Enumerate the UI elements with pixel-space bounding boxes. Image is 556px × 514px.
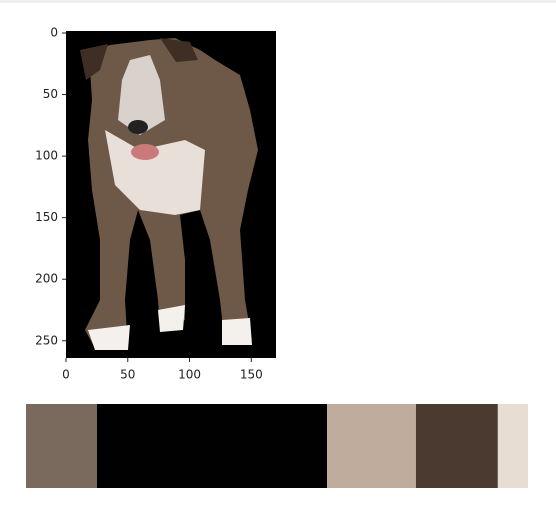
x-tick-label: 100 <box>178 368 201 382</box>
palette-swatch <box>96 404 327 488</box>
x-tick-label: 0 <box>62 368 70 382</box>
y-tick-label: 100 <box>35 149 58 163</box>
x-tick-label: 50 <box>120 368 135 382</box>
y-tick-label: 250 <box>35 333 58 347</box>
y-tick-label: 0 <box>50 26 58 40</box>
palette-swatch <box>497 404 528 488</box>
y-tick-label: 150 <box>35 210 58 224</box>
y-tick-label: 50 <box>43 87 58 101</box>
y-tick-label: 200 <box>35 272 58 286</box>
top-border <box>0 0 556 3</box>
palette-swatch <box>326 404 416 488</box>
image <box>66 31 276 358</box>
dog-silhouette <box>80 38 258 350</box>
palette-swatch <box>26 404 97 488</box>
x-tick-label: 150 <box>240 368 263 382</box>
palette-swatch <box>415 404 498 488</box>
